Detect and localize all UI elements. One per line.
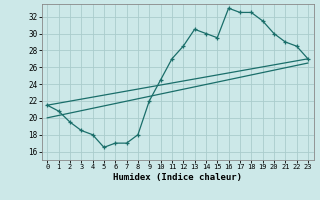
X-axis label: Humidex (Indice chaleur): Humidex (Indice chaleur) [113,173,242,182]
